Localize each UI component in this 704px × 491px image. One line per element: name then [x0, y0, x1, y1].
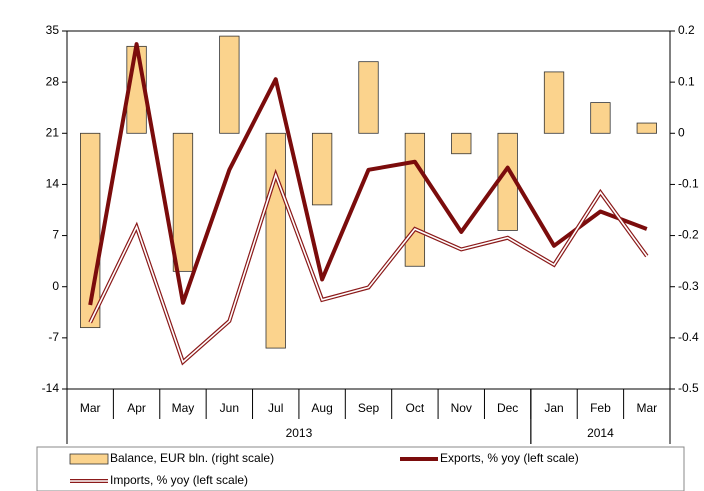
legend-box — [36, 446, 685, 491]
legend-label: Exports, % yoy (left scale) — [440, 451, 579, 465]
year-label: 2013 — [286, 426, 313, 440]
x-tick-label: Mar — [80, 401, 101, 415]
legend-swatch — [69, 453, 109, 465]
bar — [219, 35, 240, 134]
bar — [543, 71, 565, 134]
y2-tick-label: 0 — [678, 125, 685, 139]
bar — [636, 122, 657, 134]
bar — [404, 132, 426, 267]
year-label: 2014 — [587, 426, 614, 440]
x-tick-label: Apr — [127, 401, 146, 415]
y-tick-label: 21 — [46, 125, 60, 139]
x-tick-label: Jun — [220, 401, 239, 415]
x-tick-label: Oct — [406, 401, 425, 415]
x-tick-label: Nov — [451, 401, 472, 415]
y-tick-label: -14 — [42, 381, 60, 395]
bar — [358, 61, 379, 134]
x-tick-label: Aug — [311, 401, 332, 415]
bar — [265, 132, 286, 349]
legend-label: Balance, EUR bln. (right scale) — [110, 451, 274, 465]
y2-tick-label: -0.5 — [678, 381, 699, 395]
bar — [311, 132, 333, 206]
y-tick-label: -7 — [48, 330, 59, 344]
y2-tick-label: 0.1 — [678, 74, 695, 88]
y-tick-label: 14 — [46, 177, 60, 191]
x-tick-label: Mar — [636, 401, 657, 415]
y-tick-label: 28 — [46, 74, 60, 88]
y2-tick-label: 0.2 — [678, 23, 695, 37]
y-tick-label: 35 — [46, 23, 60, 37]
y-tick-label: 7 — [52, 228, 59, 242]
line-inner — [89, 172, 648, 364]
x-tick-label: Sep — [358, 401, 380, 415]
x-tick-label: Feb — [590, 401, 611, 415]
bar — [451, 132, 472, 155]
legend-label: Imports, % yoy (left scale) — [110, 473, 248, 487]
bar — [172, 132, 194, 272]
x-tick-label: Jul — [268, 401, 283, 415]
bar — [590, 102, 611, 134]
x-tick-label: Dec — [497, 401, 518, 415]
y-tick-label: 0 — [52, 279, 59, 293]
line — [88, 42, 648, 306]
y2-tick-label: -0.3 — [678, 279, 699, 293]
x-tick-label: May — [172, 401, 195, 415]
y2-tick-label: -0.2 — [678, 228, 699, 242]
plot-area — [66, 30, 671, 390]
y2-tick-label: -0.4 — [678, 330, 699, 344]
x-tick-label: Jan — [544, 401, 563, 415]
y2-tick-label: -0.1 — [678, 177, 699, 191]
